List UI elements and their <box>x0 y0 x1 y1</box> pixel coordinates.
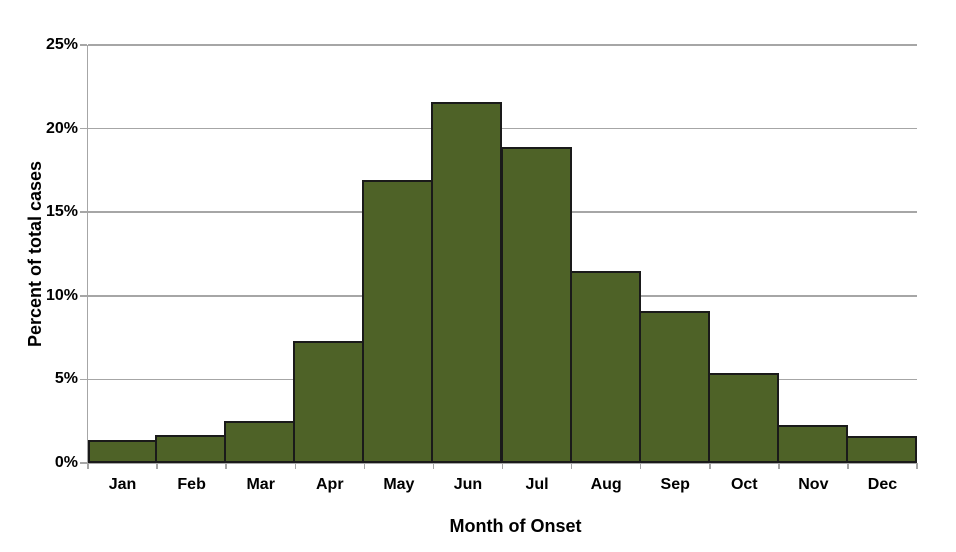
x-axis-tick <box>570 463 573 469</box>
bar-dec <box>845 436 917 463</box>
x-axis-tick <box>87 463 89 469</box>
y-axis-tick <box>80 378 87 381</box>
x-tick-label-jun: Jun <box>453 476 483 493</box>
x-tick-label-nov: Nov <box>798 476 829 493</box>
y-tick-label: 20% <box>45 119 78 137</box>
x-tick-label-apr: Apr <box>316 476 344 493</box>
y-tick-label: 0% <box>54 454 78 471</box>
y-tick-label: 25% <box>45 36 78 53</box>
y-axis-title-text: Percent of total cases <box>25 160 46 348</box>
bar-nov <box>776 424 848 463</box>
bar-feb <box>155 434 227 463</box>
y-axis-title: Percent of total cases <box>14 45 56 463</box>
x-axis-tick <box>639 463 642 469</box>
bar-jul <box>500 146 572 463</box>
x-tick-label-jan: Jan <box>108 476 137 493</box>
x-tick-label-jul: Jul <box>525 476 549 493</box>
x-axis-tick <box>847 463 849 469</box>
x-tick-label-dec: Dec <box>867 476 898 493</box>
bar-aug <box>569 270 641 463</box>
gridline <box>88 44 917 46</box>
x-axis-tick <box>432 463 435 469</box>
bar-jan <box>88 439 158 463</box>
x-axis-tick <box>501 463 504 469</box>
x-tick-label-may: May <box>383 476 415 493</box>
x-axis-tick <box>916 463 918 469</box>
y-axis-tick <box>80 295 87 297</box>
x-tick-label-sep: Sep <box>660 476 690 493</box>
y-axis-tick <box>80 462 87 464</box>
y-tick-label: 10% <box>45 286 78 304</box>
bar-jun <box>431 101 503 463</box>
x-axis-tick <box>709 463 711 469</box>
y-axis-line <box>86 45 88 469</box>
bar-mar <box>224 421 296 463</box>
bar-sep <box>638 310 710 463</box>
x-axis-tick <box>778 463 780 469</box>
y-tick-label: 5% <box>54 370 78 388</box>
bar-may <box>362 180 434 463</box>
x-axis-tick <box>294 463 296 469</box>
x-axis-tick <box>156 463 158 469</box>
x-tick-label-aug: Aug <box>590 476 622 493</box>
x-tick-label-feb: Feb <box>177 476 206 493</box>
y-tick-label: 15% <box>45 203 78 221</box>
y-axis-tick <box>80 211 87 213</box>
bar-oct <box>707 372 779 463</box>
y-axis-tick <box>80 127 87 130</box>
bar-apr <box>293 340 365 463</box>
x-axis-tick <box>363 463 366 469</box>
gridline <box>88 127 917 130</box>
x-axis-tick <box>225 463 227 469</box>
y-axis-tick <box>80 44 87 46</box>
x-tick-label-mar: Mar <box>246 476 275 493</box>
x-tick-label-oct: Oct <box>730 476 758 493</box>
x-axis-title: Month of Onset <box>449 516 582 536</box>
